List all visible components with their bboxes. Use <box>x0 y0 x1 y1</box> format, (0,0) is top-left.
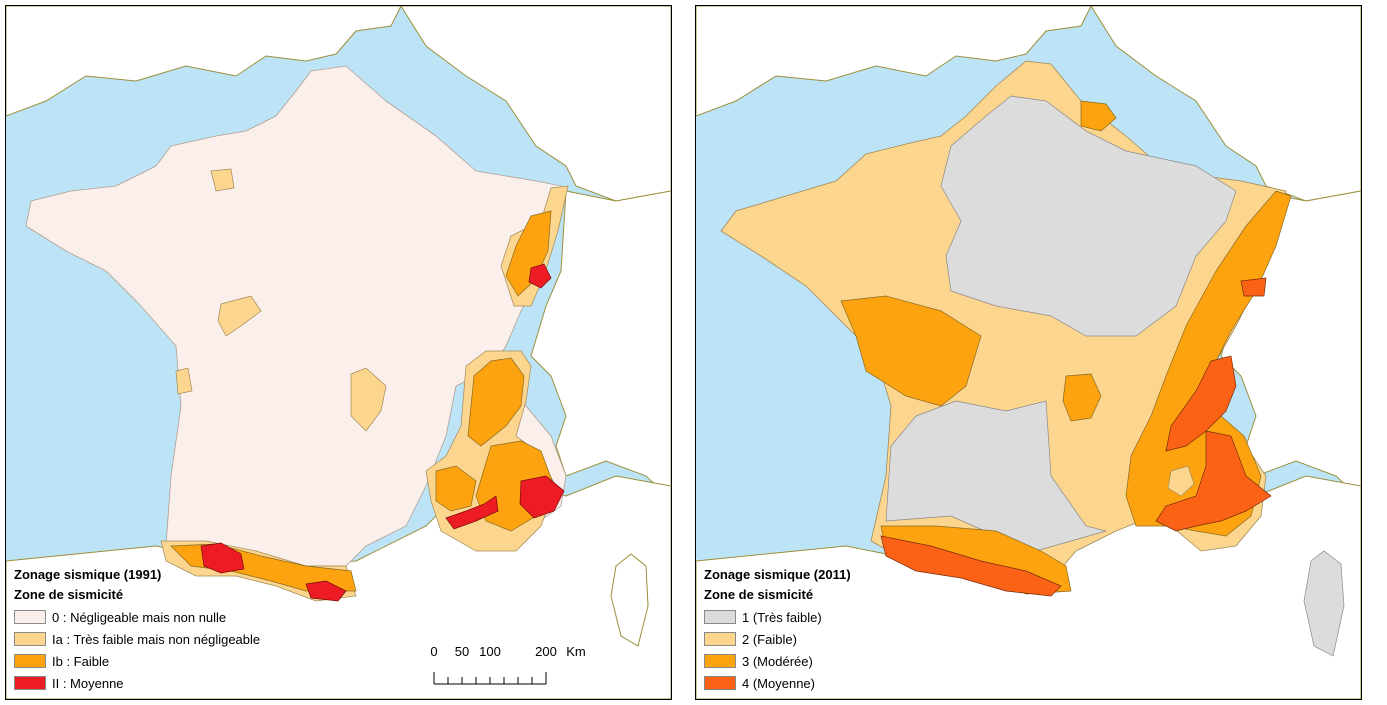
legend-swatch <box>704 610 736 624</box>
zone-ii-areas <box>200 263 565 602</box>
legend-swatch <box>14 654 46 668</box>
legend-label: 0 : Négligeable mais non nulle <box>52 609 227 625</box>
legend-1991: Zonage sismique (1991) Zone de sismicité… <box>14 566 260 694</box>
map-1991-panel: Zonage sismique (1991) Zone de sismicité… <box>5 5 672 700</box>
legend-label: Ib : Faible <box>52 653 110 669</box>
northern-europe <box>400 6 671 202</box>
scale-unit: Km <box>566 644 586 659</box>
legend-subtitle: Zone de sismicité <box>14 587 124 602</box>
legend-label: 2 (Faible) <box>742 631 797 647</box>
legend-item-zone-ii: II : Moyenne <box>14 672 260 694</box>
scale-tick-label: 0 <box>430 644 438 659</box>
scale-bar: 0 50 100 200 Km <box>430 644 586 689</box>
legend-2011: Zonage sismique (2011) Zone de sismicité… <box>704 566 851 694</box>
legend-swatch <box>704 654 736 668</box>
central-europe-italy <box>530 190 671 500</box>
legend-label: 4 (Moyenne) <box>742 675 815 691</box>
legend-swatch <box>704 632 736 646</box>
legend-title: Zonage sismique (2011) <box>704 567 851 582</box>
legend-swatch <box>14 676 46 690</box>
map-2011-panel: Zonage sismique (2011) Zone de sismicité… <box>695 5 1362 700</box>
map-2011 <box>696 6 1361 699</box>
zone-2-inner <box>1167 465 1195 497</box>
zone-4-areas <box>880 277 1272 597</box>
legend-label: 3 (Modérée) <box>742 653 813 669</box>
great-britain <box>6 6 402 117</box>
zone-1-areas <box>885 95 1345 657</box>
legend-item-zone-ia: Ia : Très faible mais non négligeable <box>14 628 260 650</box>
legend-label: 1 (Très faible) <box>742 609 822 625</box>
legend-item-zone-4: 4 (Moyenne) <box>704 672 851 694</box>
map-1991 <box>6 6 671 699</box>
scale-ruler <box>433 672 547 685</box>
legend-item-zone-1: 1 (Très faible) <box>704 606 851 628</box>
legend-item-zone-3: 3 (Modérée) <box>704 650 851 672</box>
legend-title: Zonage sismique (1991) <box>14 567 162 582</box>
scale-tick-label: 100 <box>479 644 501 659</box>
legend-item-zone-ib: Ib : Faible <box>14 650 260 672</box>
zone-ib-areas <box>170 210 555 592</box>
scale-tick-label: 50 <box>454 644 470 659</box>
legend-item-zone-0: 0 : Négligeable mais non nulle <box>14 606 260 628</box>
legend-swatch <box>14 632 46 646</box>
corsica-land <box>610 553 649 647</box>
legend-item-zone-2: 2 (Faible) <box>704 628 851 650</box>
northern-europe <box>1090 6 1361 202</box>
legend-swatch <box>704 676 736 690</box>
legend-label: II : Moyenne <box>52 675 124 691</box>
legend-label: Ia : Très faible mais non négligeable <box>52 631 261 647</box>
legend-swatch <box>14 610 46 624</box>
scale-tick-label: 200 <box>535 644 557 659</box>
great-britain <box>696 6 1092 117</box>
legend-subtitle: Zone de sismicité <box>704 587 814 602</box>
